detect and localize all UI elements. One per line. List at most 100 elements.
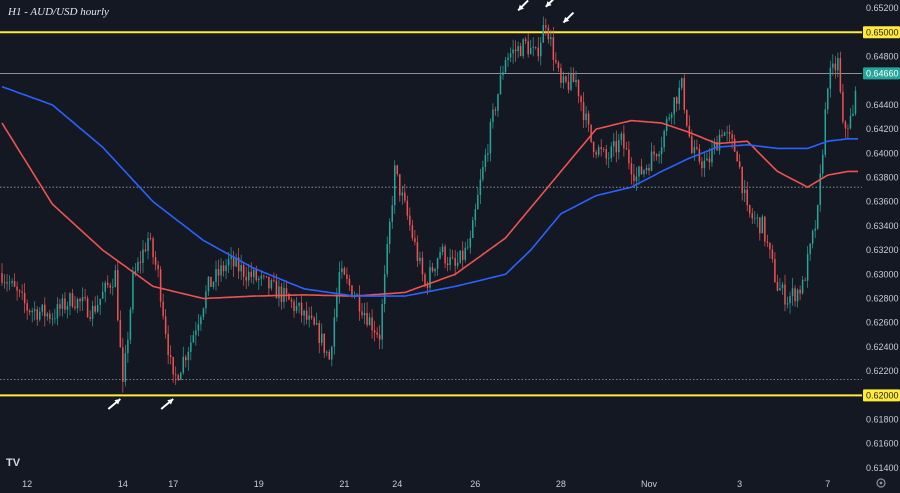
candle xyxy=(320,323,323,347)
candle xyxy=(84,288,86,302)
candle xyxy=(36,306,39,326)
candle xyxy=(21,284,23,300)
candle xyxy=(104,280,106,303)
candle xyxy=(444,244,446,269)
candle xyxy=(41,304,44,316)
candle xyxy=(550,29,552,47)
candle xyxy=(81,287,84,311)
candle xyxy=(605,144,607,165)
candle xyxy=(368,312,371,326)
candle xyxy=(743,179,746,203)
candle xyxy=(540,36,542,66)
candle xyxy=(44,297,46,327)
candle xyxy=(431,262,434,273)
candle xyxy=(446,256,449,272)
candle xyxy=(54,308,56,324)
candle xyxy=(572,67,575,83)
candle xyxy=(217,259,220,287)
candle xyxy=(300,294,303,323)
candle xyxy=(436,257,439,276)
candle xyxy=(600,139,602,157)
ma-red-line xyxy=(1,119,858,300)
candle xyxy=(713,138,716,155)
candle xyxy=(829,60,832,98)
candle xyxy=(341,260,343,279)
candle xyxy=(607,152,610,169)
time-tick-label: 28 xyxy=(556,479,566,489)
candle xyxy=(567,72,570,94)
candle xyxy=(373,320,376,342)
candle xyxy=(769,242,771,259)
candle xyxy=(361,303,363,319)
candle xyxy=(363,303,366,324)
price-tag xyxy=(863,389,900,402)
horizontal-levels xyxy=(0,31,862,397)
candle xyxy=(124,344,127,387)
candle xyxy=(809,242,811,261)
candle xyxy=(585,106,587,128)
candle xyxy=(454,250,456,276)
candle xyxy=(645,164,648,175)
candle xyxy=(852,104,854,117)
moving-averages xyxy=(1,85,858,300)
candle xyxy=(816,204,819,231)
candle xyxy=(469,230,472,254)
time-tick-label: 3 xyxy=(737,479,742,489)
time-tick-label: 12 xyxy=(22,479,32,489)
candle xyxy=(315,312,318,326)
settings-gear-icon[interactable] xyxy=(876,478,886,488)
candle xyxy=(673,96,675,125)
candle xyxy=(728,124,731,143)
candle xyxy=(746,181,748,212)
candle xyxy=(552,26,555,71)
candle xyxy=(811,229,814,249)
candle xyxy=(144,242,147,253)
candle xyxy=(114,264,117,288)
candle xyxy=(628,141,630,170)
candle xyxy=(668,113,670,122)
candle xyxy=(242,262,245,286)
candle xyxy=(477,187,479,210)
candle xyxy=(623,125,625,157)
candle xyxy=(215,260,217,291)
candle xyxy=(122,337,124,393)
candle xyxy=(487,144,489,162)
candle xyxy=(582,92,585,129)
candle xyxy=(197,314,200,337)
price-tag xyxy=(863,26,900,39)
candle xyxy=(801,275,804,295)
candle xyxy=(650,142,653,172)
candle xyxy=(693,139,696,161)
candle xyxy=(142,240,144,273)
candle xyxy=(615,130,618,163)
candle xyxy=(467,238,469,250)
candle xyxy=(701,157,703,177)
candle xyxy=(439,246,441,260)
candle xyxy=(678,80,681,111)
candle xyxy=(771,244,774,263)
candle xyxy=(147,231,149,260)
candle xyxy=(774,252,776,284)
candle xyxy=(366,302,368,328)
candle xyxy=(260,271,263,287)
candle xyxy=(592,141,595,158)
candle xyxy=(109,282,112,294)
candle xyxy=(602,147,605,153)
candle xyxy=(74,295,76,311)
candle xyxy=(577,79,580,104)
candle xyxy=(688,115,691,139)
candle xyxy=(154,251,157,271)
candle xyxy=(298,302,300,314)
candle xyxy=(263,274,265,280)
candle xyxy=(421,251,424,282)
time-tick-label: 7 xyxy=(825,479,830,489)
candle xyxy=(305,301,308,325)
candle xyxy=(799,285,801,301)
candle xyxy=(101,281,104,299)
candle xyxy=(681,77,683,91)
candle xyxy=(711,139,713,167)
candle xyxy=(721,129,723,138)
time-tick-label: 21 xyxy=(339,479,349,489)
ma-blue-line xyxy=(1,85,858,297)
